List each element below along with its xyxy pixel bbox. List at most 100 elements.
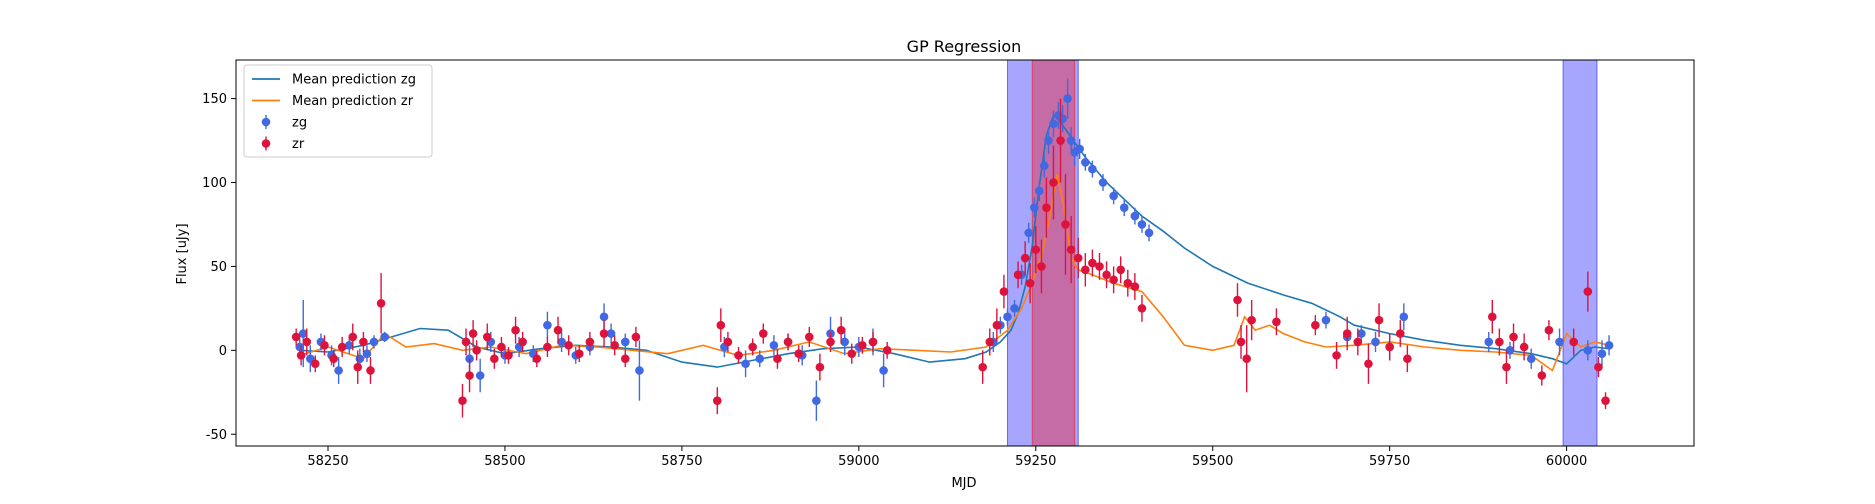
data-point <box>1395 329 1405 338</box>
data-point <box>1081 265 1090 275</box>
data-point <box>1604 341 1614 350</box>
data-point <box>329 354 338 364</box>
data-point <box>1066 136 1076 145</box>
data-point <box>1505 346 1515 355</box>
x-tick-label: 58250 <box>307 454 348 469</box>
data-point <box>1044 136 1053 145</box>
data-point <box>362 349 372 358</box>
data-point <box>1519 342 1529 352</box>
data-point <box>794 349 803 358</box>
data-point <box>1537 371 1547 380</box>
shaded-region-0 <box>1006 60 1079 446</box>
data-point <box>366 366 375 375</box>
x-tick-label: 60000 <box>1546 454 1587 469</box>
data-point <box>1233 295 1242 305</box>
data-point <box>741 359 750 369</box>
data-point <box>847 349 857 358</box>
data-point <box>1353 337 1363 347</box>
shaded-region-2 <box>1562 60 1598 446</box>
data-point <box>1137 220 1147 229</box>
data-point <box>472 346 481 355</box>
data-point <box>1031 245 1041 254</box>
data-point <box>1049 119 1058 129</box>
data-point <box>1020 253 1030 263</box>
chart-title: GP Regression <box>907 37 1022 56</box>
data-point <box>1035 186 1044 196</box>
data-point <box>1030 203 1039 212</box>
data-point <box>337 342 347 352</box>
plot-area: 58250 58500 58750 59000 59250 59500 59750 60000… <box>202 59 1695 469</box>
data-point <box>1075 144 1084 154</box>
data-point <box>1321 315 1331 325</box>
x-tick-label: 59250 <box>1015 454 1056 469</box>
data-point <box>518 337 527 347</box>
data-point <box>1371 337 1380 347</box>
data-point <box>1484 337 1494 347</box>
data-point <box>836 325 846 335</box>
data-point <box>1123 278 1133 288</box>
data-point <box>1569 337 1578 347</box>
data-point <box>1403 354 1412 364</box>
data-point <box>1063 94 1072 103</box>
data-point <box>1583 287 1593 296</box>
legend-label: zr <box>292 137 305 152</box>
x-tick-label: 59750 <box>1369 454 1410 469</box>
data-point <box>978 362 987 372</box>
data-point <box>1272 317 1281 327</box>
data-point <box>773 354 782 364</box>
data-point <box>858 341 867 350</box>
data-point <box>868 337 878 347</box>
data-point <box>1010 304 1019 313</box>
data-point <box>296 351 306 360</box>
data-point <box>369 337 379 347</box>
data-point <box>985 337 995 347</box>
data-point <box>812 396 821 405</box>
legend-label: Mean prediction zr <box>292 94 414 109</box>
data-point <box>564 341 573 350</box>
data-point <box>532 354 542 364</box>
data-point <box>879 366 888 375</box>
data-point <box>557 337 566 347</box>
data-point <box>348 332 358 342</box>
data-point <box>574 349 584 358</box>
data-point <box>1102 270 1111 280</box>
data-point <box>599 312 609 322</box>
data-point <box>334 366 343 375</box>
data-point <box>1544 325 1554 335</box>
data-point <box>734 351 743 360</box>
data-point <box>1130 211 1140 221</box>
data-point <box>298 329 308 338</box>
data-point <box>882 346 892 355</box>
data-point <box>610 341 619 350</box>
legend-marker-swatch <box>261 139 271 148</box>
data-point <box>1073 253 1083 263</box>
data-point <box>344 341 354 350</box>
y-tick-label: 50 <box>210 260 227 275</box>
data-point <box>458 396 467 405</box>
data-point <box>1594 362 1603 372</box>
data-point <box>1601 396 1610 405</box>
data-point <box>1597 349 1607 358</box>
data-point <box>1342 329 1352 338</box>
data-point <box>1109 191 1118 201</box>
x-tick-label: 58500 <box>484 454 525 469</box>
data-point <box>320 341 329 350</box>
data-point <box>1374 315 1384 325</box>
data-point <box>804 332 814 342</box>
data-point <box>1039 161 1049 171</box>
data-point <box>1119 203 1129 212</box>
data-point <box>475 371 485 380</box>
y-tick-label: 0 <box>219 344 227 359</box>
data-point <box>461 337 471 347</box>
data-point <box>1058 114 1067 124</box>
data-point <box>1025 278 1035 288</box>
data-point <box>1495 337 1504 347</box>
y-tick-label: -50 <box>206 428 227 443</box>
data-point <box>497 342 506 352</box>
data-point <box>758 329 768 338</box>
y-tick-label: 150 <box>202 92 227 107</box>
data-point <box>1049 178 1058 187</box>
data-point <box>716 320 726 330</box>
data-point <box>490 354 499 364</box>
data-point <box>1332 351 1341 360</box>
